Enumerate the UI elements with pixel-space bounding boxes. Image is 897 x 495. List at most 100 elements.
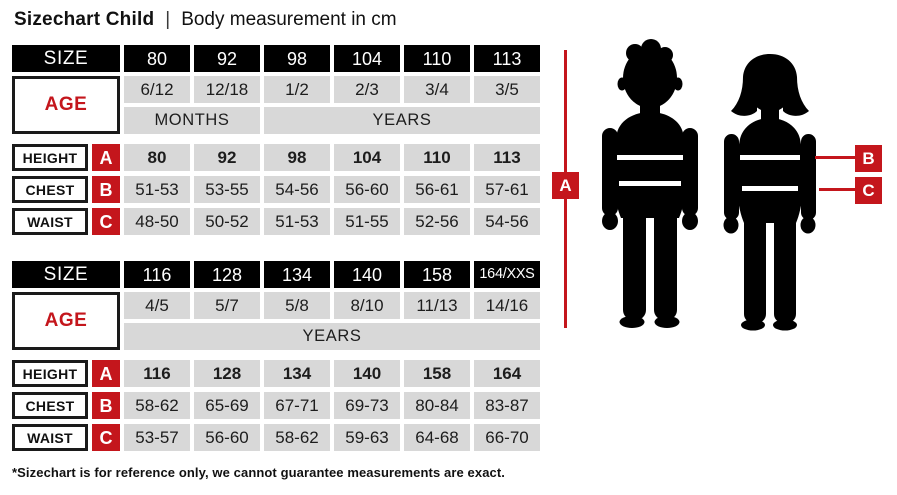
age-label-box: AGE: [12, 76, 120, 134]
boy-chest-line: [617, 155, 683, 160]
chest-label: CHEST: [12, 176, 88, 203]
figure-label-a-badge: A: [552, 172, 579, 199]
waist-label: WAIST: [12, 424, 88, 451]
height-value: 128: [194, 360, 260, 387]
chest-value: 54-56: [264, 176, 330, 203]
waist-value: 51-53: [264, 208, 330, 235]
figure-label-b-badge: B: [855, 145, 882, 172]
height-value: 92: [194, 144, 260, 171]
age-unit-months: MONTHS: [124, 107, 260, 134]
chest-value: 80-84: [404, 392, 470, 419]
chest-value: 56-60: [334, 176, 400, 203]
size-value: 128: [194, 261, 260, 288]
waist-value: 56-60: [194, 424, 260, 451]
chest-value: 51-53: [124, 176, 190, 203]
height-value: 140: [334, 360, 400, 387]
waist-value: 66-70: [474, 424, 540, 451]
size-value: 134: [264, 261, 330, 288]
height-value: 110: [404, 144, 470, 171]
chest-value: 53-55: [194, 176, 260, 203]
footnote: *Sizechart is for reference only, we can…: [12, 465, 505, 480]
waist-value: 59-63: [334, 424, 400, 451]
waist-value: 53-57: [124, 424, 190, 451]
page-title: Sizechart Child | Body measurement in cm: [14, 9, 397, 31]
size-value: 92: [194, 45, 260, 72]
size-value: 140: [334, 261, 400, 288]
waist-value: 52-56: [404, 208, 470, 235]
size-header-label: SIZE: [12, 45, 120, 72]
table2-body: HEIGHT A 116 128 134 140 158 164 CHEST B…: [12, 360, 540, 451]
size-value: 164/XXS: [474, 261, 540, 288]
size-value: 116: [124, 261, 190, 288]
size-value: 158: [404, 261, 470, 288]
girl-silhouette: [723, 54, 816, 331]
waist-value: 64-68: [404, 424, 470, 451]
waist-measure-line: [819, 188, 855, 191]
title-subtitle: Body measurement in cm: [181, 9, 397, 30]
age-value: 8/10: [334, 292, 400, 319]
height-value: 113: [474, 144, 540, 171]
age-unit-years: YEARS: [264, 107, 540, 134]
age-value: 1/2: [264, 76, 330, 103]
age-value: 12/18: [194, 76, 260, 103]
age-value: 2/3: [334, 76, 400, 103]
size-header-label: SIZE: [12, 261, 120, 288]
waist-value: 58-62: [264, 424, 330, 451]
letter-a-badge: A: [92, 360, 120, 387]
height-value: 98: [264, 144, 330, 171]
chest-value: 57-61: [474, 176, 540, 203]
table2-header: SIZE 116 128 134 140 158 164/XXS AGE 4/5…: [12, 261, 540, 350]
waist-value: 51-55: [334, 208, 400, 235]
letter-b-badge: B: [92, 392, 120, 419]
letter-c-badge: C: [92, 424, 120, 451]
height-value: 80: [124, 144, 190, 171]
height-label: HEIGHT: [12, 360, 88, 387]
boy-waist-line: [619, 181, 681, 186]
age-value: 5/8: [264, 292, 330, 319]
age-value: 4/5: [124, 292, 190, 319]
title-main: Sizechart Child: [14, 9, 155, 30]
chest-measure-line: [815, 156, 855, 159]
chest-value: 58-62: [124, 392, 190, 419]
figure-label-c-badge: C: [855, 177, 882, 204]
age-value: 5/7: [194, 292, 260, 319]
age-unit-years: YEARS: [124, 323, 540, 350]
size-value: 80: [124, 45, 190, 72]
height-value: 164: [474, 360, 540, 387]
letter-a-badge: A: [92, 144, 120, 171]
chest-value: 83-87: [474, 392, 540, 419]
chest-value: 65-69: [194, 392, 260, 419]
waist-label: WAIST: [12, 208, 88, 235]
title-separator: |: [165, 9, 171, 30]
age-value: 14/16: [474, 292, 540, 319]
girl-chest-line: [740, 155, 800, 160]
measurement-figure: A B C: [545, 0, 897, 495]
size-value: 104: [334, 45, 400, 72]
size-value: 113: [474, 45, 540, 72]
waist-value: 48-50: [124, 208, 190, 235]
size-value: 98: [264, 45, 330, 72]
height-label: HEIGHT: [12, 144, 88, 171]
girl-waist-line: [742, 186, 798, 191]
age-label-box: AGE: [12, 292, 120, 350]
chest-value: 56-61: [404, 176, 470, 203]
letter-c-badge: C: [92, 208, 120, 235]
age-value: 3/4: [404, 76, 470, 103]
table1-body: HEIGHT A 80 92 98 104 110 113 CHEST B 51…: [12, 144, 540, 235]
chest-label: CHEST: [12, 392, 88, 419]
height-value: 116: [124, 360, 190, 387]
age-value: 6/12: [124, 76, 190, 103]
boy-silhouette: [602, 39, 698, 328]
chest-value: 69-73: [334, 392, 400, 419]
height-value: 134: [264, 360, 330, 387]
size-tables: SIZE 80 92 98 104 110 113 AGE 6/12 12/18…: [12, 45, 540, 480]
age-value: 3/5: [474, 76, 540, 103]
height-value: 158: [404, 360, 470, 387]
waist-value: 54-56: [474, 208, 540, 235]
age-value: 11/13: [404, 292, 470, 319]
table1-header: SIZE 80 92 98 104 110 113 AGE 6/12 12/18…: [12, 45, 540, 134]
size-value: 110: [404, 45, 470, 72]
chest-value: 67-71: [264, 392, 330, 419]
letter-b-badge: B: [92, 176, 120, 203]
